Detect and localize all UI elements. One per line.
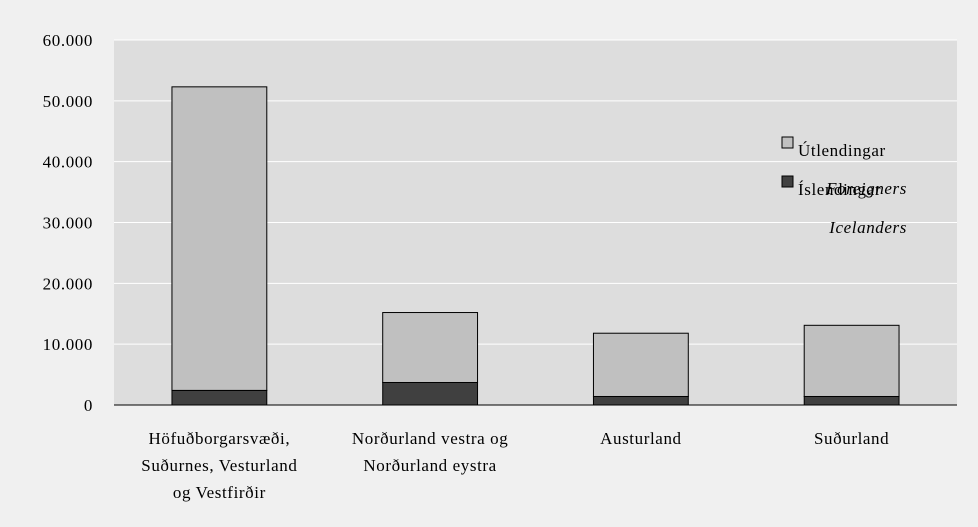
- bar-segment-foreigners: [382, 312, 479, 383]
- x-category-label: Austurland: [600, 429, 682, 448]
- bars: [171, 86, 900, 406]
- bar-segment-foreigners: [592, 332, 689, 397]
- bar-segment-icelanders: [171, 389, 268, 406]
- x-category-label: Norðurland eystra: [363, 456, 496, 475]
- bar-segment-icelanders: [803, 395, 900, 406]
- x-category-label: Höfuðborgarsvæði,: [149, 429, 291, 448]
- x-category-label: Suðurnes, Vesturland: [141, 456, 297, 475]
- legend-label: Íslendingar: [798, 180, 881, 199]
- bar-segment-icelanders: [592, 395, 689, 406]
- x-category-label: Norðurland vestra og: [352, 429, 508, 448]
- y-tick-label: 20.000: [43, 274, 93, 293]
- legend-swatch: [781, 136, 794, 149]
- y-tick-label: 50.000: [43, 92, 93, 111]
- y-tick-label: 30.000: [43, 214, 93, 233]
- x-axis-category-labels: Höfuðborgarsvæði, Suðurnes, Vesturland og …: [141, 429, 889, 502]
- bar-segment-foreigners: [171, 86, 268, 391]
- x-category-label: og Vestfirðir: [173, 483, 266, 502]
- bar-segment-icelanders: [382, 381, 479, 406]
- legend-label: Útlendingar: [798, 141, 886, 160]
- legend-label-english: Icelanders: [828, 218, 907, 237]
- y-tick-label: 40.000: [43, 153, 93, 172]
- bar-segment-foreigners: [803, 324, 900, 397]
- y-axis-tick-labels: 0 10.000 20.000 30.000 40.000 50.000 60.000: [43, 31, 93, 415]
- y-tick-label: 60.000: [43, 31, 93, 50]
- y-tick-label: 0: [84, 396, 93, 415]
- x-category-label: Suðurland: [814, 429, 889, 448]
- legend-label-english: Foreigners: [825, 179, 907, 198]
- y-tick-label: 10.000: [43, 335, 93, 354]
- legend-swatch: [781, 175, 794, 188]
